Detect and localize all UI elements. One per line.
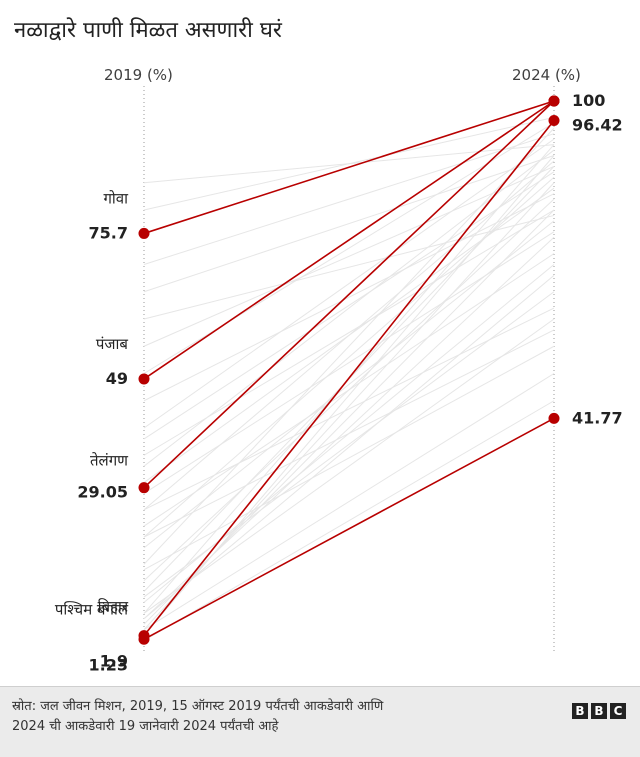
- logo-letter: B: [572, 703, 588, 719]
- logo-letter: B: [591, 703, 607, 719]
- background-series-line: [143, 275, 555, 620]
- background-series-line: [143, 318, 555, 614]
- bbc-logo: B B C: [572, 703, 626, 719]
- footer: स्रोत: जल जीवन मिशन, 2019, 15 ऑगस्ट 2019…: [0, 686, 640, 757]
- highlighted-series-line: [143, 120, 555, 637]
- series-name-label: पंजाब: [96, 335, 129, 353]
- background-series-group: [143, 116, 555, 641]
- background-series-line: [143, 155, 555, 293]
- series-name-label: बिहार: [98, 598, 129, 616]
- start-point: [138, 633, 150, 645]
- background-series-line: [143, 400, 555, 641]
- background-series-line: [143, 209, 555, 456]
- source-line-1: स्रोत: जल जीवन मिशन, 2019, 15 ऑगस्ट 2019…: [12, 699, 384, 714]
- background-series-line: [143, 307, 555, 511]
- right-axis-header: 2024 (%): [512, 66, 581, 84]
- highlighted-series-line: [143, 100, 555, 235]
- series-name-label: गोवा: [103, 189, 129, 207]
- slope-chart: गोवा 75.7 पंजाब 49 तेलंगण 29.05 बिहार 1.9 पश्चिम…: [55, 86, 623, 674]
- background-series-line: [143, 291, 555, 598]
- background-series-line: [143, 138, 555, 429]
- background-series-line: [143, 165, 555, 347]
- start-value-label: 75.7: [89, 223, 128, 242]
- start-point: [138, 227, 150, 239]
- background-series-line: [143, 149, 555, 467]
- background-series-line: [143, 193, 555, 402]
- start-value-label: 29.05: [77, 483, 128, 502]
- start-value-label: 1.23: [89, 655, 128, 674]
- highlighted-series-line: [143, 417, 555, 641]
- logo-letter: C: [610, 703, 626, 719]
- end-value-label: 41.77: [572, 408, 623, 427]
- background-series-line: [143, 133, 555, 265]
- background-series-line: [143, 253, 555, 527]
- background-series-line: [143, 236, 555, 620]
- background-series-line: [143, 373, 555, 631]
- end-point: [548, 95, 560, 107]
- end-point: [548, 115, 560, 127]
- source-line-2: 2024 ची आकडेवारी 19 जानेवारी 2024 पर्यंत…: [12, 719, 279, 734]
- highlighted-series-line: [143, 100, 555, 489]
- end-point: [548, 412, 560, 424]
- start-point: [138, 373, 150, 385]
- start-point: [138, 482, 150, 494]
- end-value-label: 96.42: [572, 116, 623, 135]
- background-series-line: [143, 231, 555, 494]
- labels-group: गोवा 75.7 पंजाब 49 तेलंगण 29.05 बिहार 1.9 पश्चिम…: [55, 91, 623, 674]
- background-series-line: [143, 187, 555, 483]
- background-series-line: [143, 345, 555, 571]
- series-name-label: तेलंगण: [90, 452, 129, 470]
- source-note: स्रोत: जल जीवन मिशन, 2019, 15 ऑगस्ट 2019…: [12, 697, 512, 737]
- background-series-line: [143, 127, 555, 565]
- background-series-line: [143, 144, 555, 184]
- background-series-line: [143, 171, 555, 440]
- start-value-label: 49: [106, 369, 128, 388]
- chart-title: नळाद्वारे पाणी मिळत असणारी घरं: [14, 18, 282, 43]
- series-name-label: पश्चिम बंगाल: [55, 600, 129, 618]
- background-series-line: [143, 329, 555, 538]
- end-value-label: 100: [572, 91, 605, 110]
- start-value-label: 1.9: [100, 652, 128, 671]
- highlighted-series-line: [143, 100, 555, 380]
- background-series-line: [143, 214, 555, 320]
- left-axis-header: 2019 (%): [104, 66, 173, 84]
- highlighted-series-group: [138, 95, 560, 645]
